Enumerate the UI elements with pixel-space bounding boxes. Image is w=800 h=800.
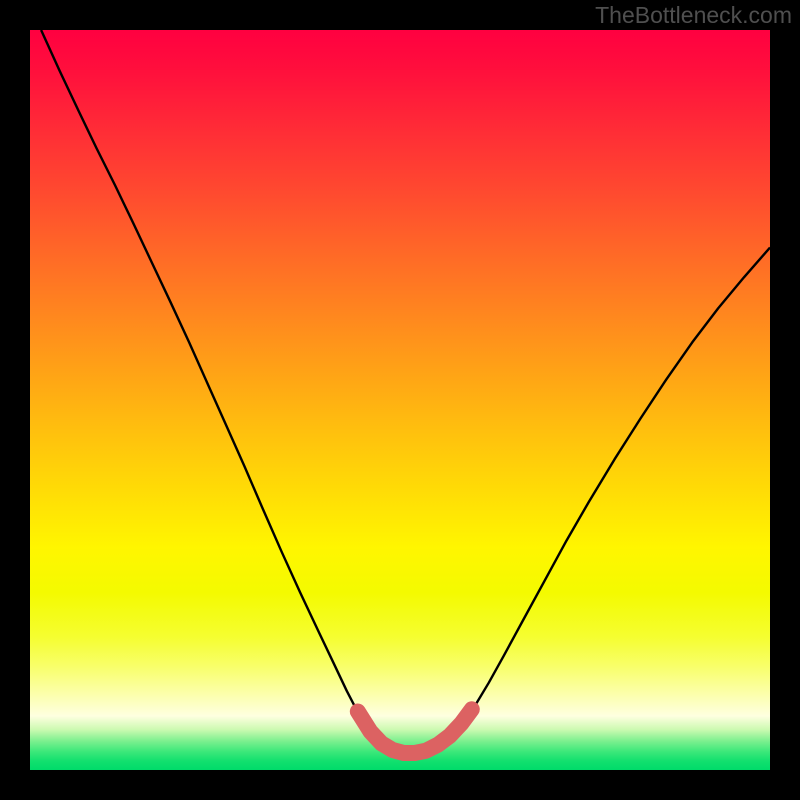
chart-container: TheBottleneck.com <box>0 0 800 800</box>
gradient-background <box>30 30 770 770</box>
watermark-text: TheBottleneck.com <box>595 2 792 29</box>
plot-area <box>30 30 770 770</box>
plot-svg <box>30 30 770 770</box>
